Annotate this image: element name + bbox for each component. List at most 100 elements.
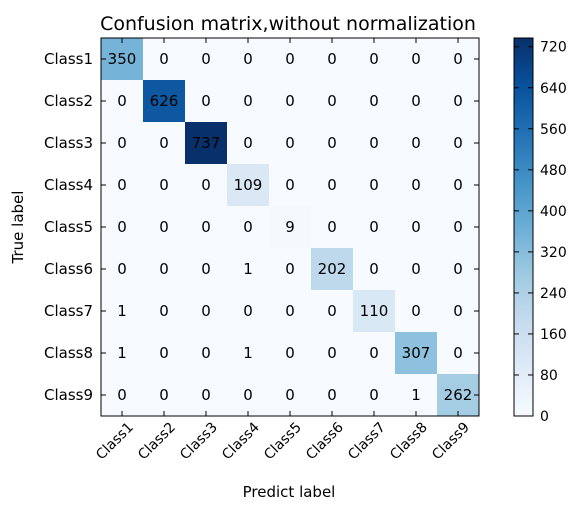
- cell-value-label: 0: [243, 218, 253, 236]
- cell-value-label: 9: [285, 218, 295, 236]
- heatmap-cell: [353, 248, 396, 291]
- colorbar: [513, 37, 534, 417]
- cell-value-label: 0: [117, 386, 127, 404]
- heatmap-cell: [269, 290, 312, 333]
- heatmap-cell: [101, 164, 144, 207]
- cell-value-label: 0: [201, 92, 211, 110]
- cell-value-label: 0: [285, 344, 295, 362]
- heatmap-cell: [185, 38, 228, 81]
- heatmap-cell: [227, 80, 270, 123]
- cell-value-label: 0: [327, 134, 337, 152]
- colorbar-tick-label: 80: [540, 368, 558, 384]
- heatmap-cell: [353, 164, 396, 207]
- heatmap-cell: [101, 122, 144, 165]
- heatmap-cell: [395, 122, 438, 165]
- cell-value-label: 0: [201, 50, 211, 68]
- cell-value-label: 0: [201, 386, 211, 404]
- heatmap-cell: [395, 374, 438, 417]
- heatmap-cell: [101, 332, 144, 375]
- heatmap-cell: [143, 80, 186, 123]
- cell-value-label: 0: [369, 218, 379, 236]
- heatmap-cell: [101, 206, 144, 249]
- heatmap-cell: [311, 38, 354, 81]
- cell-value-label: 0: [243, 50, 253, 68]
- cell-value-label: 0: [285, 50, 295, 68]
- heatmap-cell: [143, 164, 186, 207]
- y-tick-label: Class6: [44, 260, 93, 278]
- cell-value-label: 0: [201, 302, 211, 320]
- cell-value-label: 0: [201, 176, 211, 194]
- x-tick-label: Class6: [303, 419, 347, 463]
- heatmap-cell: [227, 38, 270, 81]
- cell-value-label: 0: [243, 134, 253, 152]
- cell-value-label: 1: [117, 344, 127, 362]
- cell-value-label: 1: [411, 386, 421, 404]
- cell-value-label: 0: [117, 218, 127, 236]
- cell-value-label: 1: [243, 260, 253, 278]
- y-tick-label: Class7: [44, 302, 93, 320]
- y-axis-label: True label: [9, 191, 27, 265]
- x-tick-label: Class8: [387, 420, 431, 464]
- cell-value-label: 0: [411, 176, 421, 194]
- heatmap-cell: [395, 332, 438, 375]
- cell-value-label: 0: [159, 134, 169, 152]
- y-tick-label: Class3: [44, 134, 93, 152]
- cell-value-label: 350: [108, 50, 137, 68]
- heatmap-cell: [311, 164, 354, 207]
- heatmap-cell: [269, 80, 312, 123]
- heatmap-cell: [185, 164, 228, 207]
- heatmap-cell: [185, 80, 228, 123]
- cell-value-label: 0: [201, 218, 211, 236]
- heatmap-cell: [437, 80, 480, 123]
- heatmap-cell: [101, 80, 144, 123]
- cell-value-label: 626: [150, 92, 179, 110]
- heatmap-cell: [143, 38, 186, 81]
- heatmap-cell: [185, 122, 228, 165]
- cell-value-label: 0: [453, 260, 463, 278]
- cell-value-label: 0: [243, 386, 253, 404]
- heatmap-cell: [227, 164, 270, 207]
- heatmap-cell: [269, 164, 312, 207]
- cell-value-label: 0: [327, 50, 337, 68]
- cell-value-label: 0: [159, 302, 169, 320]
- cell-value-label: 0: [327, 386, 337, 404]
- cell-value-label: 0: [369, 176, 379, 194]
- heatmap-cell: [269, 38, 312, 81]
- heatmap-cell: [437, 122, 480, 165]
- x-tick-label: Class9: [429, 420, 473, 464]
- heatmap-cell: [227, 374, 270, 417]
- cell-value-label: 0: [453, 344, 463, 362]
- cell-value-label: 262: [444, 386, 473, 404]
- cell-value-label: 0: [159, 218, 169, 236]
- cell-value-label: 0: [159, 260, 169, 278]
- cell-value-label: 0: [411, 92, 421, 110]
- cell-value-label: 0: [243, 92, 253, 110]
- cell-value-label: 0: [369, 260, 379, 278]
- cell-value-label: 0: [327, 218, 337, 236]
- cell-value-label: 0: [159, 386, 169, 404]
- cell-value-label: 0: [453, 134, 463, 152]
- x-tick-label: Class1: [93, 420, 137, 464]
- x-axis-label: Predict label: [243, 483, 336, 501]
- heatmap-cell: [395, 248, 438, 291]
- heatmap-cell: [269, 122, 312, 165]
- colorbar-tick-label: 480: [540, 163, 567, 179]
- cell-value-label: 0: [117, 176, 127, 194]
- x-tick-label: Class5: [261, 420, 305, 464]
- heatmap-cell: [227, 290, 270, 333]
- heatmap-cell: [437, 206, 480, 249]
- cell-value-label: 0: [159, 50, 169, 68]
- heatmap-cell: [143, 206, 186, 249]
- heatmap-cell: [353, 80, 396, 123]
- heatmap-cell: [311, 206, 354, 249]
- cell-value-label: 0: [453, 218, 463, 236]
- heatmap-cell: [395, 206, 438, 249]
- heatmap-cell: [185, 290, 228, 333]
- cell-value-label: 0: [159, 344, 169, 362]
- cell-value-label: 0: [411, 218, 421, 236]
- x-tick-label: Class2: [135, 420, 179, 464]
- heatmap-cell: [185, 332, 228, 375]
- cell-value-label: 0: [369, 92, 379, 110]
- cell-value-label: 0: [327, 92, 337, 110]
- cell-value-label: 1: [243, 344, 253, 362]
